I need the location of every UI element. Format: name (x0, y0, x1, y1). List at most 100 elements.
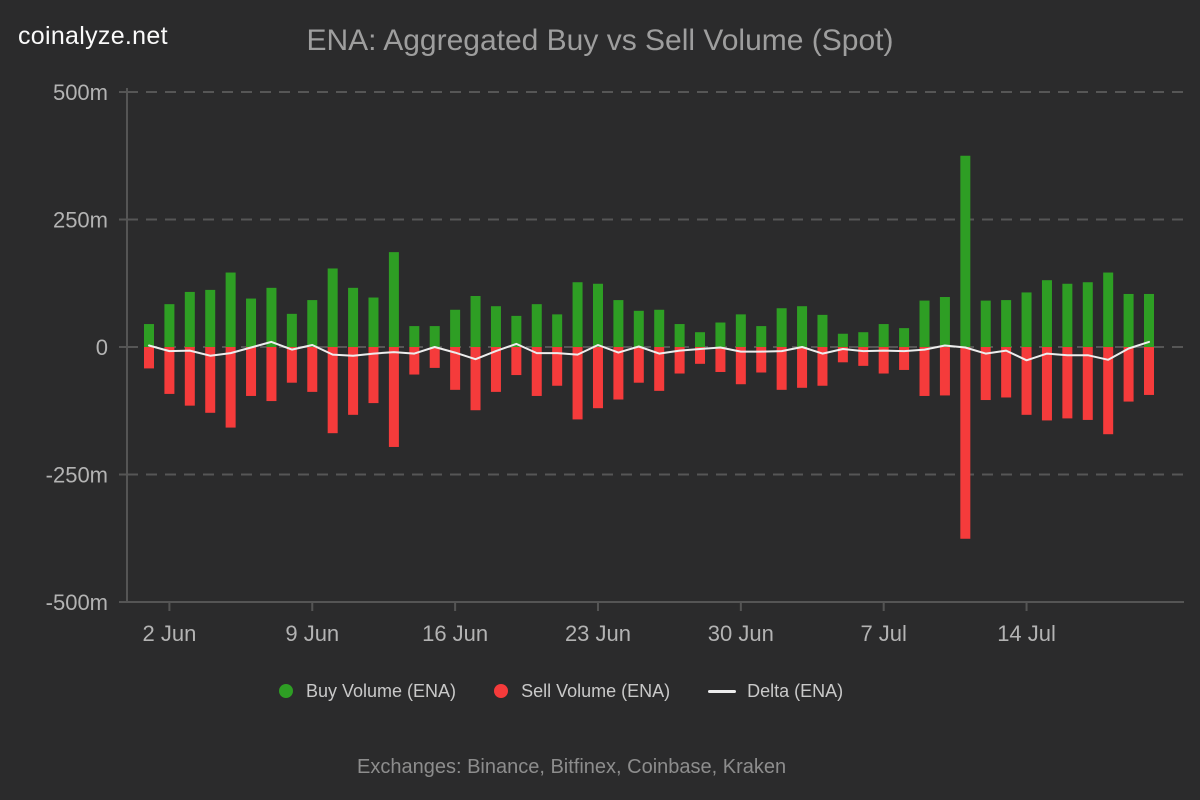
x-tick-label: 7 Jul (860, 621, 906, 646)
x-tick-label: 9 Jun (285, 621, 339, 646)
sell-bar (184, 347, 195, 406)
buy-bar (980, 300, 991, 347)
y-tick-label: 250m (53, 208, 108, 233)
buy-bar (878, 324, 889, 347)
sell-bar (388, 347, 399, 447)
buy-bar (1103, 272, 1114, 347)
sell-bar (878, 347, 889, 374)
buy-bar (654, 309, 665, 347)
buy-bar (184, 291, 195, 347)
sell-bar (654, 347, 665, 391)
buy-bar (470, 296, 481, 347)
buy-bar (1144, 293, 1154, 347)
sell-bar (327, 347, 338, 434)
sell-bar (797, 347, 808, 388)
x-tick-label: 2 Jun (142, 621, 196, 646)
buy-bar (307, 300, 318, 347)
legend-item-buy[interactable]: Buy Volume (ENA) (279, 681, 456, 702)
x-tick-label: 16 Jun (422, 621, 488, 646)
sell-bar (552, 347, 563, 386)
sell-bar (409, 347, 420, 375)
sell-bar (429, 347, 440, 368)
sell-bar (225, 347, 236, 428)
sell-bar (695, 347, 706, 364)
sell-bar (1103, 347, 1114, 435)
sell-bar (531, 347, 542, 396)
legend-item-sell[interactable]: Sell Volume (ENA) (494, 681, 670, 702)
legend-sell-label: Sell Volume (ENA) (521, 680, 671, 701)
buy-bar (735, 314, 746, 347)
sell-bar (960, 347, 971, 539)
sell-bar (756, 347, 767, 373)
chart-legend: Buy Volume (ENA) Sell Volume (ENA) Delta… (279, 676, 843, 706)
buy-volume-marker-icon (279, 684, 293, 698)
buy-bar (756, 326, 767, 347)
buy-bar (1041, 280, 1052, 347)
legend-buy-label: Buy Volume (ENA) (306, 680, 457, 701)
buy-bar (327, 268, 338, 347)
sell-bar (1082, 347, 1093, 420)
buy-bar (286, 313, 297, 347)
buy-bar (1062, 283, 1073, 347)
buy-bar (960, 155, 971, 347)
sell-bar (470, 347, 481, 411)
sell-bar (450, 347, 461, 390)
x-tick-label: 23 Jun (565, 621, 631, 646)
buy-bar (409, 326, 420, 347)
buy-bar (633, 310, 644, 347)
sell-bar (1062, 347, 1073, 419)
x-tick-label: 30 Jun (708, 621, 774, 646)
buy-bar (388, 252, 399, 347)
sell-bar (1041, 347, 1052, 421)
buy-bar (715, 322, 726, 347)
buy-bar (1001, 300, 1012, 347)
buy-bar (144, 324, 154, 347)
sell-bar (715, 347, 726, 372)
buy-bar (1123, 293, 1134, 347)
sell-bar (776, 347, 787, 390)
buy-bar (348, 287, 359, 347)
delta-line-marker-icon (708, 689, 737, 693)
y-tick-label: 500m (53, 80, 108, 105)
y-tick-label: 0 (96, 335, 108, 360)
sell-bar (613, 347, 624, 400)
sell-bar (164, 347, 175, 394)
buy-bar (939, 297, 950, 347)
buy-bar (531, 304, 542, 347)
buy-bar (552, 314, 563, 347)
buy-bar (674, 324, 685, 347)
x-tick-label: 14 Jul (997, 621, 1056, 646)
sell-bar (858, 347, 869, 366)
buy-bar (858, 332, 869, 347)
buy-bar (1021, 292, 1032, 347)
legend-item-delta[interactable]: Delta (ENA) (708, 681, 843, 702)
sell-bar (307, 347, 318, 392)
sell-bar (919, 347, 930, 396)
buy-bar (429, 326, 440, 347)
buy-bar (776, 308, 787, 347)
volume-chart-canvas[interactable]: 500m 250m 0 -250m -500m 2 Jun 9 Jun 16 Jun 23 Ju… (0, 0, 1200, 660)
sell-bar (899, 347, 910, 370)
buy-bar (450, 309, 461, 347)
sell-bar (1021, 347, 1032, 415)
sell-bar (511, 347, 522, 376)
sell-bar (1001, 347, 1012, 398)
buy-bar (368, 297, 379, 347)
buy-bar (899, 328, 910, 347)
buy-bar (490, 306, 501, 347)
sell-bar (246, 347, 257, 396)
buy-bar (919, 300, 930, 347)
buy-bar (266, 287, 277, 347)
sell-bar (286, 347, 297, 383)
sell-bar (592, 347, 603, 409)
site-logo: coinalyze.net (18, 22, 168, 50)
sell-bar (368, 347, 379, 404)
chart-title: ENA: Aggregated Buy vs Sell Volume (Spot… (306, 24, 894, 57)
buy-bar (1082, 282, 1093, 347)
delta-line (148, 340, 1150, 362)
buy-bar (613, 300, 624, 347)
sell-bar (490, 347, 501, 392)
buy-bar (797, 306, 808, 347)
sell-bar (837, 347, 848, 363)
buy-bar (511, 315, 522, 347)
